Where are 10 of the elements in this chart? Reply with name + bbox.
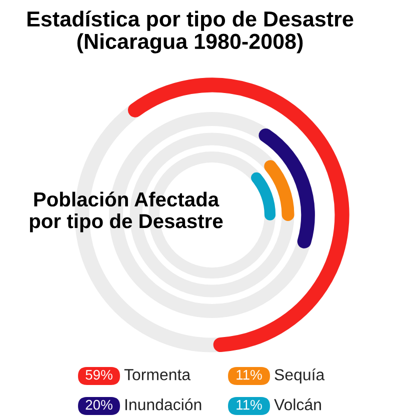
data-label: 20%: [86, 400, 112, 410]
category-label: Inundación: [125, 398, 202, 410]
category-label: Sequía: [274, 368, 325, 384]
data-label: 11%: [236, 400, 262, 410]
text: Población Afectada por tipo de Desastre: [30, 192, 223, 232]
category-label: Tormenta: [124, 369, 191, 380]
data-label: 59%: [86, 370, 112, 380]
text: Estadística por tipo de Desastre (Nicaragua 1980-2008): [28, 10, 354, 54]
data-label: 11%: [236, 370, 262, 380]
category-label: Volcán: [274, 398, 321, 410]
